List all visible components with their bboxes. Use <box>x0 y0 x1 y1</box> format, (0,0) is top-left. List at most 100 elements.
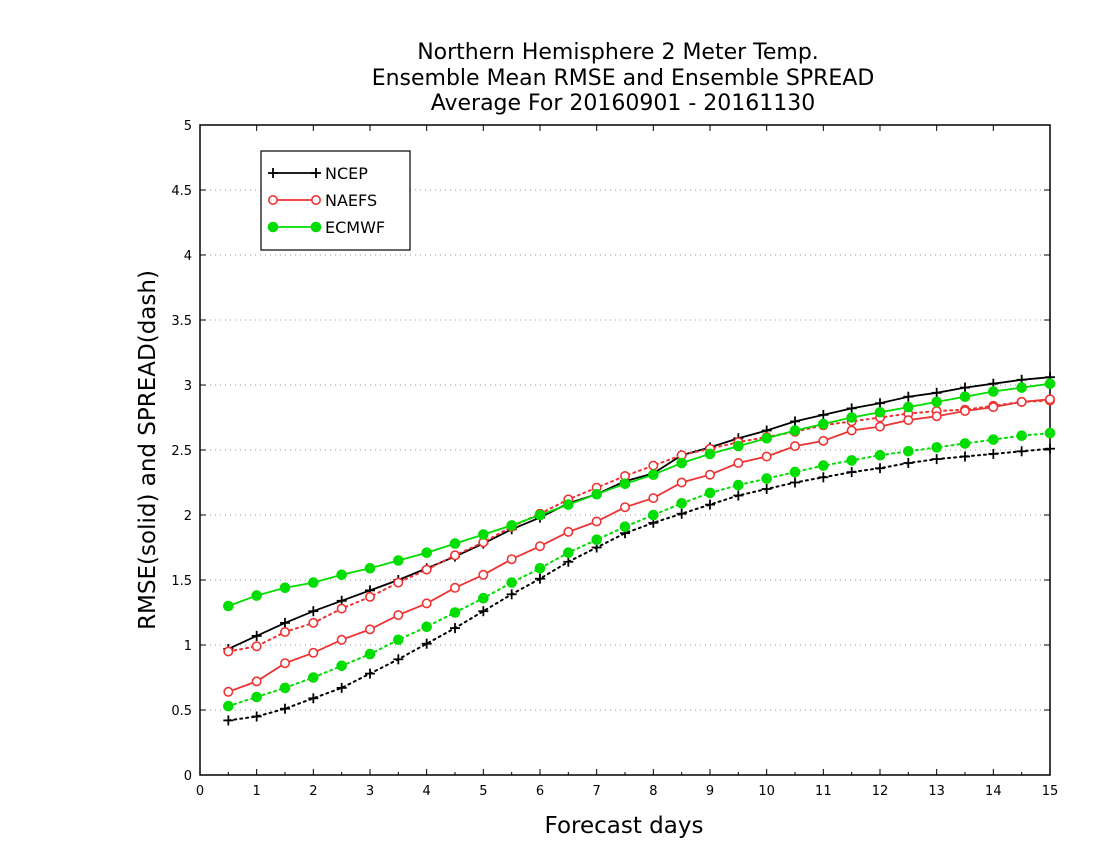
ecmwf-rmse-point <box>506 520 517 531</box>
ecmwf-rmse-point <box>988 386 999 397</box>
naefs-rmse-point <box>733 457 744 468</box>
ncep-spread-point <box>563 556 574 567</box>
ecmwf-rmse-point <box>223 600 234 612</box>
naefs-spread-point <box>223 646 234 657</box>
ecmwf-rmse-point <box>903 401 914 413</box>
y-tick-label-2: 1 <box>184 639 192 654</box>
y-tick-label-4: 2 <box>184 509 192 524</box>
ecmwf-spread-point <box>478 592 489 604</box>
legend-marker-left-ncep <box>268 168 278 178</box>
legend-label-ncep: NCEP <box>325 164 368 183</box>
naefs-rmse-point <box>648 493 659 504</box>
ecmwf-spread-point <box>591 534 602 546</box>
naefs-rmse-point <box>903 415 914 426</box>
ecmwf-spread-line <box>227 432 1051 708</box>
ecmwf-spread-point <box>336 660 347 672</box>
naefs-spread-line <box>227 399 1051 653</box>
ecmwf-spread-point <box>676 498 687 509</box>
ncep-spread-point <box>705 499 715 510</box>
naefs-rmse-point <box>846 425 857 436</box>
ecmwf-spread-point <box>704 487 716 499</box>
ecmwf-rmse-point <box>931 396 942 408</box>
naefs-rmse-point <box>393 610 404 621</box>
ecmwf-rmse-point <box>1016 382 1027 393</box>
y-tick-label-5: 2.5 <box>171 444 192 459</box>
ecmwf-spread-point <box>421 621 432 633</box>
ecmwf-rmse-point <box>789 425 801 436</box>
series-naefs <box>223 394 1056 697</box>
naefs-rmse-point <box>676 477 687 488</box>
x-tick-label-6: 6 <box>536 784 544 799</box>
ecmwf-rmse-point <box>818 418 829 430</box>
ecmwf-spread-point <box>563 547 574 559</box>
naefs-rmse-point <box>563 526 574 537</box>
ecmwf-spread-point <box>1016 430 1027 442</box>
ecmwf-spread-point <box>761 473 772 484</box>
ncep-spread-point <box>761 484 772 494</box>
x-tick-label-2: 2 <box>309 784 317 799</box>
ncep-spread-point <box>365 668 375 679</box>
ecmwf-rmse-point <box>761 433 772 444</box>
ecmwf-spread-point <box>959 438 971 449</box>
legend-label-ecmwf: ECMWF <box>325 218 385 237</box>
ecmwf-rmse-point <box>648 469 659 481</box>
ncep-spread-line <box>227 447 1051 722</box>
naefs-rmse-point <box>534 541 545 552</box>
ecmwf-spread-point <box>789 466 801 478</box>
y-tick-label-10: 5 <box>184 119 192 134</box>
ecmwf-spread-point <box>733 479 744 491</box>
ncep-rmse-point <box>846 403 857 414</box>
ecmwf-rmse-point <box>874 407 886 418</box>
y-tick-label-1: 0.5 <box>171 704 192 719</box>
ecmwf-spread-point <box>308 672 319 683</box>
ecmwf-spread-point <box>846 455 857 466</box>
ecmwf-spread-point <box>279 682 291 694</box>
naefs-spread-point <box>308 617 319 628</box>
ncep-rmse-point <box>280 617 290 628</box>
ncep-spread-point <box>960 451 970 462</box>
title-line-3: Average For 20160901 - 20161130 <box>431 91 816 116</box>
ecmwf-rmse-point <box>393 555 404 566</box>
legend-item-naefs: NAEFS <box>267 191 377 210</box>
x-tick-label-5: 5 <box>479 784 487 799</box>
ncep-spread-point <box>846 467 857 478</box>
ecmwf-rmse-point <box>449 538 461 549</box>
ecmwf-spread-point <box>534 563 546 574</box>
ecmwf-rmse-point <box>619 478 631 490</box>
ncep-spread-point <box>223 715 234 726</box>
series-ecmwf <box>223 378 1056 712</box>
x-tick-label-4: 4 <box>423 784 431 799</box>
x-axis-label: Forecast days <box>545 813 704 839</box>
ecmwf-rmse-point <box>846 412 857 423</box>
ncep-spread-point <box>336 682 347 693</box>
legend-marker-right-naefs <box>310 195 321 206</box>
ncep-rmse-point <box>931 387 942 398</box>
naefs-rmse-point <box>619 502 630 513</box>
naefs-rmse-point <box>308 647 319 658</box>
ncep-spread-point <box>1045 443 1055 454</box>
ncep-spread-point <box>478 606 489 617</box>
title-line-2: Ensemble Mean RMSE and Ensemble SPREAD <box>372 66 875 91</box>
ecmwf-rmse-point <box>1044 378 1056 390</box>
ecmwf-spread-point <box>874 449 886 461</box>
x-tick-label-12: 12 <box>872 784 889 799</box>
ecmwf-spread-point <box>648 509 659 521</box>
ecmwf-spread-point <box>988 434 999 445</box>
ncep-spread-point <box>421 638 432 649</box>
legend-label-naefs: NAEFS <box>325 191 377 210</box>
ecmwf-rmse-point <box>591 488 602 500</box>
ecmwf-rmse-point <box>704 448 716 460</box>
naefs-rmse-point <box>874 421 885 432</box>
ncep-spread-point <box>790 477 800 488</box>
naefs-rmse-point <box>704 469 715 480</box>
naefs-rmse-point <box>364 624 375 635</box>
ncep-spread-point <box>988 448 999 459</box>
x-tick-label-3: 3 <box>366 784 374 799</box>
x-tick-label-10: 10 <box>758 784 775 799</box>
ncep-rmse-point <box>251 630 262 641</box>
naefs-spread-point <box>393 577 404 588</box>
y-tick-label-0: 0 <box>184 769 192 784</box>
ecmwf-rmse-point <box>279 582 291 594</box>
ecmwf-rmse-point <box>478 529 489 540</box>
